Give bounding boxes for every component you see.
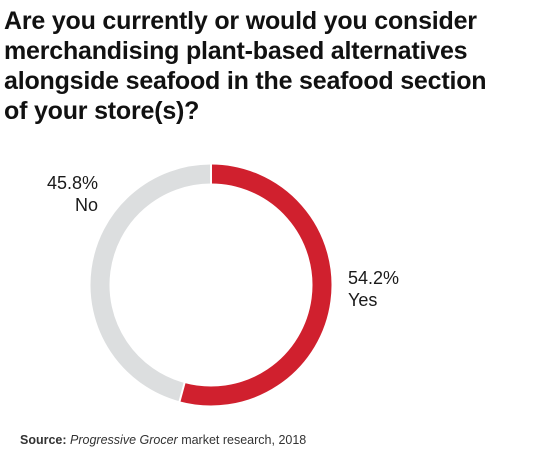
title-line: Are you currently or would you consider: [4, 7, 477, 35]
chart-title: Are you currently or would you consider …: [4, 6, 556, 126]
title-line: merchandising plant-based alternatives: [4, 37, 468, 65]
slice-separator: [178, 381, 186, 403]
donut-slice-yes: [179, 164, 332, 406]
slice-category-label-no: No: [74, 195, 98, 215]
title-line: of your store(s)?: [4, 97, 200, 125]
source-publication: Progressive Grocer: [70, 433, 178, 447]
slice-label-no: 45.8% No: [42, 172, 98, 216]
slice-value-label-yes: 54.2%: [348, 268, 400, 288]
slice-label-yes: 54.2% Yes: [348, 267, 399, 311]
donut-slices: [90, 163, 332, 406]
title-line: alongside seafood in the seafood section: [4, 67, 487, 95]
slice-category-label-yes: Yes: [348, 290, 378, 310]
slice-value-label-no: 45.8%: [46, 173, 98, 193]
donut-slice-no: [90, 164, 212, 402]
source-prefix: Source:: [20, 433, 67, 447]
source-note: Source: Progressive Grocer market resear…: [20, 433, 306, 447]
source-rest: market research, 2018: [177, 433, 307, 447]
